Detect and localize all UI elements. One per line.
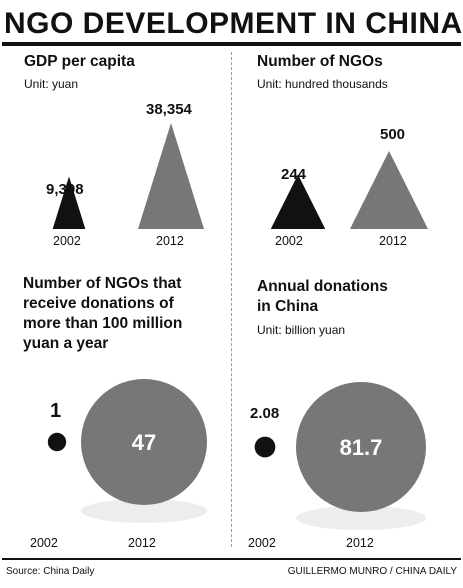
gdp-chart <box>52 123 204 229</box>
large-donors-chart: 47 <box>47 379 207 523</box>
panel-unit: Unit: hundred thousands <box>257 77 388 91</box>
ngos-triangle-2012 <box>350 151 428 229</box>
panel-unit: Unit: yuan <box>24 77 79 91</box>
title-line: yuan a year <box>23 335 109 352</box>
gdp-2002-year: 2002 <box>53 234 81 248</box>
large-donors-2002-value: 1 <box>50 400 62 422</box>
ngos-triangle-2002 <box>270 174 326 229</box>
donations-2002-value: 2.08 <box>250 405 280 422</box>
gdp-2012-value: 38,354 <box>146 101 192 118</box>
panel-title: Annual donations in China <box>257 277 457 317</box>
large-donors-shadow-2012 <box>81 499 207 523</box>
large-donors-circle-2002 <box>47 432 67 452</box>
title-rule <box>2 42 461 46</box>
panel-donations-header: Annual donations in China Unit: billion … <box>257 277 457 338</box>
footer-rule <box>2 558 461 560</box>
donations-2002-year: 2002 <box>248 536 276 550</box>
source-text: Source: China Daily <box>6 566 95 577</box>
large-donors-2012-year: 2012 <box>128 536 156 550</box>
page-title: NGO DEVELOPMENT IN CHINA <box>4 7 463 40</box>
panel-title: GDP per capita <box>24 53 135 70</box>
donations-circle-2002 <box>254 436 276 458</box>
ngos-2002-value: 244 <box>281 166 307 183</box>
ngos-2012-value: 500 <box>380 126 406 143</box>
panel-title: Number of NGOs that receive donations of… <box>23 274 228 354</box>
donations-2012-year: 2012 <box>346 536 374 550</box>
donations-shadow-2012 <box>296 506 426 530</box>
ngos-2002-year: 2002 <box>275 234 303 248</box>
gdp-2012-year: 2012 <box>156 234 184 248</box>
title-line: Annual donations <box>257 278 388 295</box>
panel-unit: Unit: billion yuan <box>257 323 346 337</box>
ngos-2012-year: 2012 <box>379 234 407 248</box>
donations-value-2012: 81.7 <box>340 435 383 460</box>
title-line: in China <box>257 298 319 315</box>
gdp-triangle-2002 <box>52 176 86 229</box>
title-line: Number of NGOs that <box>23 275 182 292</box>
ngos-chart <box>270 151 428 229</box>
title-line: more than 100 million <box>23 315 183 332</box>
gdp-triangle-2012 <box>138 123 204 229</box>
panel-large-donors-header: Number of NGOs that receive donations of… <box>23 274 228 354</box>
large-donors-circle-2012 <box>81 379 207 505</box>
panel-ngos-header: Number of NGOs Unit: hundred thousands <box>257 52 457 92</box>
gdp-2002-value: 9,398 <box>46 181 84 198</box>
title-line: receive donations of <box>23 295 174 312</box>
credit-text: GUILLERMO MUNRO / CHINA DAILY <box>287 566 457 577</box>
panel-title: Number of NGOs <box>257 53 383 70</box>
large-donors-2002-year: 2002 <box>30 536 58 550</box>
large-donors-value-2012: 47 <box>132 430 156 455</box>
panel-gdp-header: GDP per capita Unit: yuan <box>24 52 224 92</box>
panel-divider <box>231 52 232 547</box>
donations-circle-2012 <box>296 382 426 512</box>
